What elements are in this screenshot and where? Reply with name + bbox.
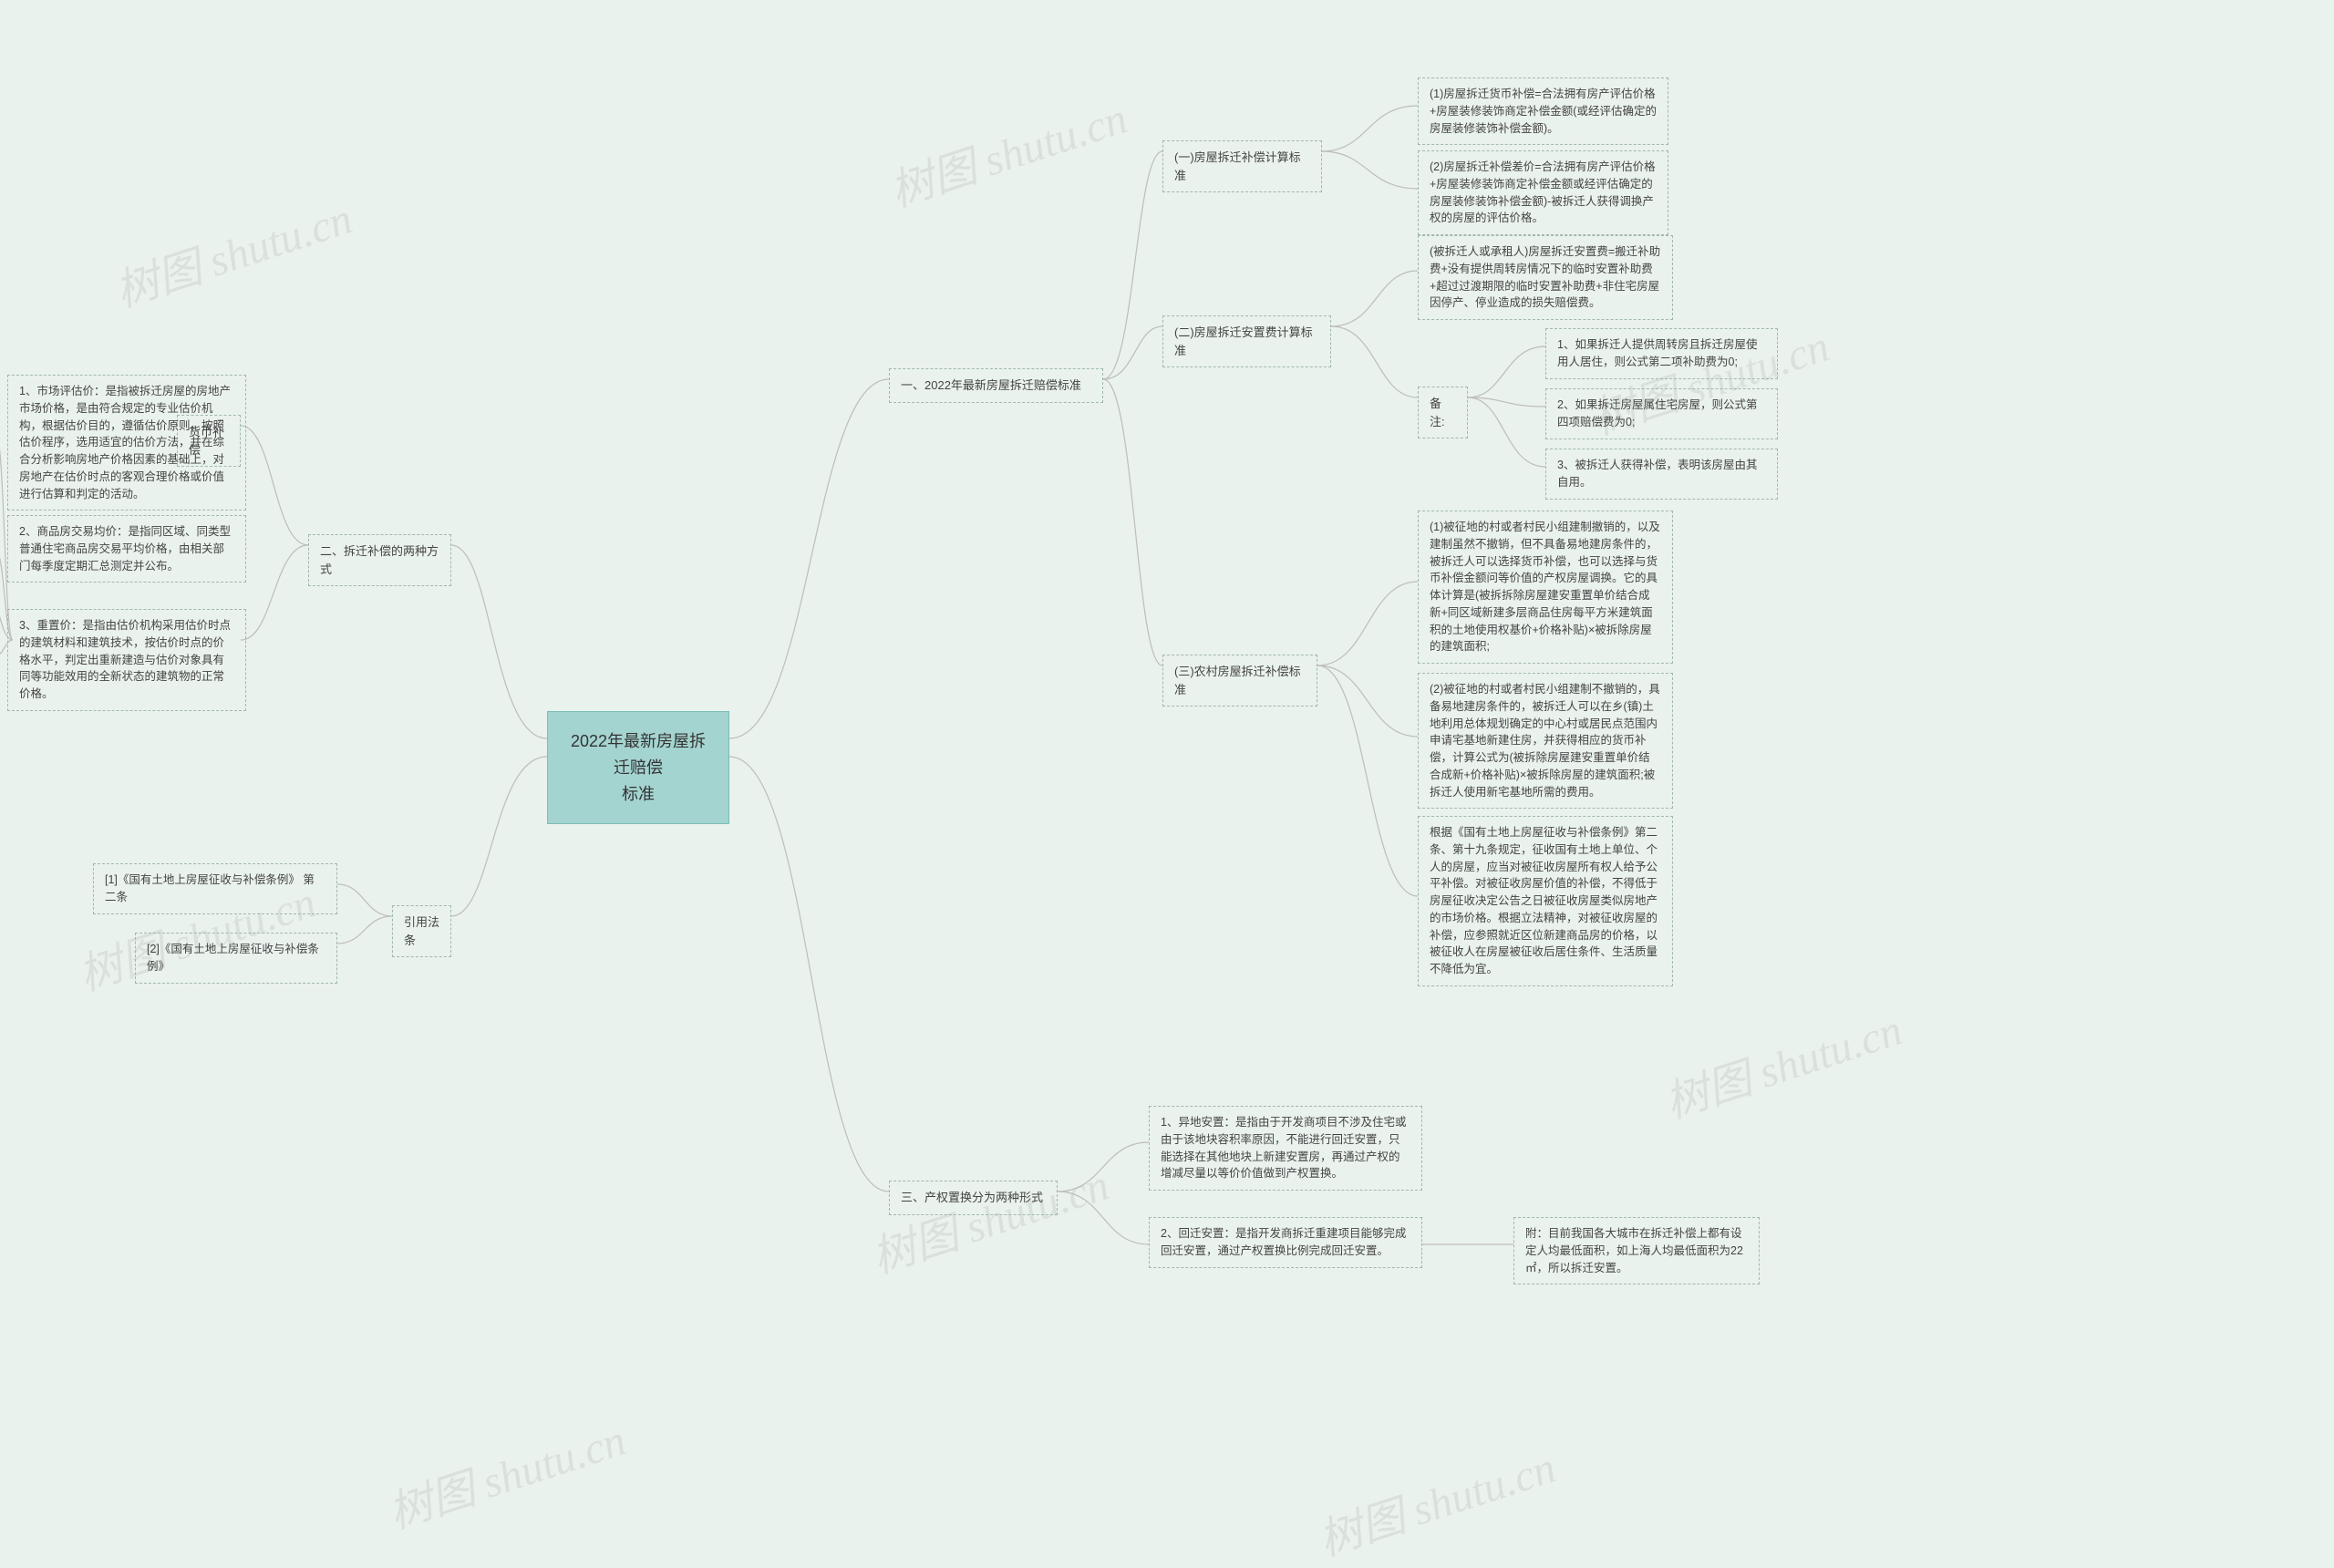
node-r1c: (三)农村房屋拆迁补偿标准 bbox=[1162, 655, 1317, 707]
node-r1c1: (1)被征地的村或者村民小组建制撤销的，以及建制虽然不撤销，但不具备易地建房条件… bbox=[1418, 511, 1673, 664]
node-r1c3: 根据《国有土地上房屋征收与补偿条例》第二条、第十九条规定，征收国有土地上单位、个… bbox=[1418, 816, 1673, 986]
node-r2b1: 附：目前我国各大城市在拆迁补偿上都有设定人均最低面积，如上海人均最低面积为22㎡… bbox=[1513, 1217, 1760, 1284]
node-l1b1: 1、市场评估价：是指被拆迁房屋的房地产市场价格，是由符合规定的专业估价机构，根据… bbox=[7, 375, 246, 511]
connector-lines bbox=[0, 0, 2334, 1494]
node-r2b: 2、回迁安置：是指开发商拆迁重建项目能够完成回迁安置，通过产权置换比例完成回迁安… bbox=[1149, 1217, 1422, 1268]
node-r1b2a: 1、如果拆迁人提供周转房且拆迁房屋使用人居住，则公式第二项补助费为0; bbox=[1545, 328, 1778, 379]
node-r1a2: (2)房屋拆迁补偿差价=合法拥有房产评估价格+房屋装修装饰商定补偿金额或经评估确… bbox=[1418, 150, 1668, 235]
node-r1b2: 备注: bbox=[1418, 387, 1468, 438]
node-r1a1: (1)房屋拆迁货币补偿=合法拥有房产评估价格+房屋装修装饰商定补偿金额(或经评估… bbox=[1418, 77, 1668, 145]
node-r2: 三、产权置换分为两种形式 bbox=[889, 1181, 1058, 1215]
mindmap-root: 2022年最新房屋拆迁赔偿标准 bbox=[547, 711, 729, 824]
watermark: 树图 shutu.cn bbox=[881, 82, 1134, 219]
node-l2a: [1]《国有土地上房屋征收与补偿条例》 第二条 bbox=[93, 863, 337, 914]
node-r1b2c: 3、被拆迁人获得补偿，表明该房屋由其自用。 bbox=[1545, 449, 1778, 500]
node-l2: 引用法条 bbox=[392, 905, 451, 957]
connector-lines-left bbox=[0, 0, 2334, 1494]
node-r1b: (二)房屋拆迁安置费计算标准 bbox=[1162, 315, 1331, 367]
watermark: 树图 shutu.cn bbox=[106, 182, 359, 319]
node-r1c2: (2)被征地的村或者村民小组建制不撤销的，具备易地建房条件的，被拆迁人可以在乡(… bbox=[1418, 673, 1673, 809]
node-r2a: 1、异地安置：是指由于开发商项目不涉及住宅或由于该地块容积率原因，不能进行回迁安… bbox=[1149, 1106, 1422, 1191]
watermark: 树图 shutu.cn bbox=[1309, 1431, 1563, 1568]
node-r1b1: (被拆迁人或承租人)房屋拆迁安置费=搬迁补助费+没有提供周转房情况下的临时安置补… bbox=[1418, 235, 1673, 320]
node-r1: 一、2022年最新房屋拆迁赔偿标准 bbox=[889, 368, 1103, 403]
watermark: 树图 shutu.cn bbox=[379, 1404, 633, 1541]
watermark: 树图 shutu.cn bbox=[862, 1149, 1116, 1285]
node-r1b2b: 2、如果拆迁房屋属住宅房屋，则公式第四项赔偿费为0; bbox=[1545, 388, 1778, 439]
node-l2b: [2]《国有土地上房屋征收与补偿条例》 bbox=[135, 933, 337, 984]
node-l1b2: 2、商品房交易均价：是指同区域、同类型普通住宅商品房交易平均价格，由相关部门每季… bbox=[7, 515, 246, 583]
node-l1b3: 3、重置价：是指由估价机构采用估价时点的建筑材料和建筑技术，按估价时点的价格水平… bbox=[7, 609, 246, 711]
node-r1a: (一)房屋拆迁补偿计算标准 bbox=[1162, 140, 1322, 192]
node-l1: 二、拆迁补偿的两种方式 bbox=[308, 534, 451, 586]
watermark: 树图 shutu.cn bbox=[1656, 994, 1909, 1130]
